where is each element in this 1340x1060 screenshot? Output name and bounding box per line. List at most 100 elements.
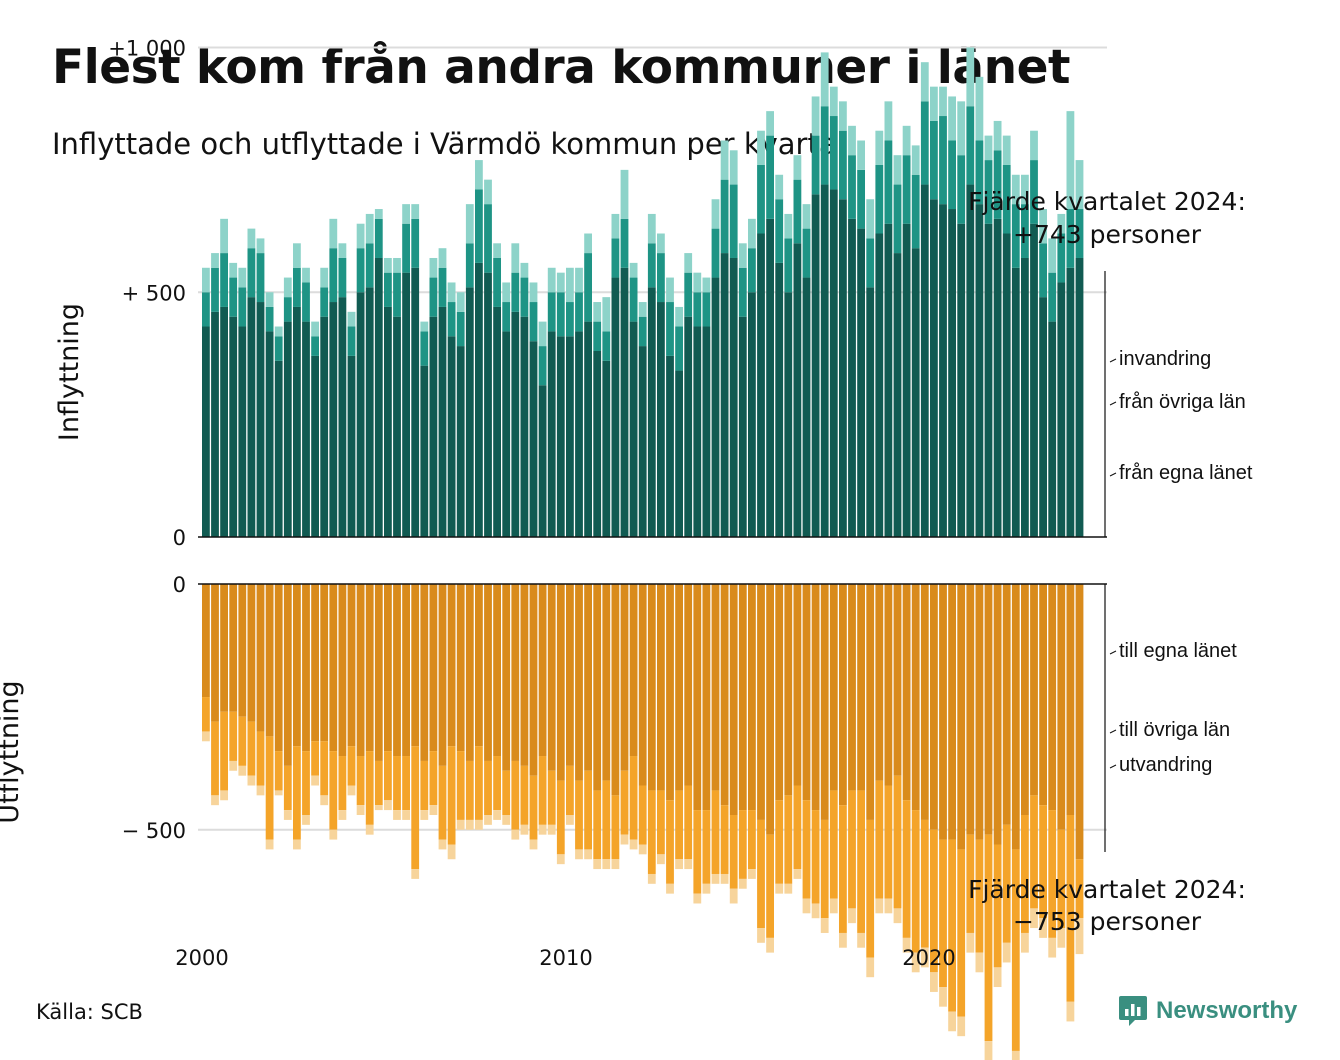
bar-segment — [1066, 209, 1075, 268]
bar-segment — [575, 780, 583, 850]
bar-segment — [902, 155, 911, 224]
bar-segment — [857, 228, 865, 538]
bar-segment — [857, 932, 865, 948]
bar-segment — [202, 326, 210, 537]
bar-segment — [802, 584, 811, 801]
bar-segment — [1048, 321, 1057, 537]
bar-segment — [820, 819, 829, 919]
bar-segment — [820, 184, 829, 537]
bar-segment — [547, 267, 556, 293]
bar-segment — [839, 932, 847, 948]
bar-segment — [657, 790, 665, 855]
label-tick — [1109, 764, 1117, 769]
bar-segment — [666, 355, 674, 537]
bar-segment — [229, 584, 238, 712]
bar-segment — [520, 316, 529, 537]
bar-segment — [456, 751, 465, 820]
bar-segment — [429, 805, 438, 816]
bar-segment — [939, 584, 947, 840]
bar-segment — [338, 756, 347, 811]
bar-segment — [302, 584, 310, 752]
bar-segment — [402, 223, 410, 273]
bar-segment — [684, 272, 693, 317]
bar-segment — [720, 805, 729, 874]
bar-segment — [1057, 928, 1066, 948]
bar-segment — [957, 849, 966, 1017]
bar-segment — [1002, 942, 1011, 963]
bar-segment — [566, 336, 574, 537]
bar-segment — [302, 321, 310, 537]
bar-segment — [420, 810, 429, 820]
bar-segment — [238, 326, 247, 537]
bar-segment — [939, 116, 947, 205]
bar-segment — [593, 584, 602, 791]
bar-segment — [729, 184, 738, 258]
bar-segment — [329, 302, 338, 537]
bar-segment — [720, 584, 729, 806]
bar-segment — [766, 937, 774, 953]
bar-segment — [620, 169, 629, 219]
bar-segment — [265, 584, 274, 737]
bar-segment — [638, 346, 647, 537]
bar-segment — [911, 952, 920, 973]
bar-segment — [647, 873, 656, 884]
x-tick-label: 2020 — [902, 946, 955, 970]
newsworthy-logo: Newsworthy — [1118, 994, 1297, 1028]
bar-segment — [857, 140, 865, 170]
label-tick — [1109, 358, 1117, 363]
bar-segment — [393, 584, 401, 757]
bar-segment — [657, 233, 665, 254]
bar-segment — [484, 272, 492, 537]
bar-segment — [1048, 272, 1057, 322]
bar-segment — [393, 257, 401, 273]
bar-segment — [948, 584, 956, 840]
bar-segment — [930, 120, 938, 200]
bar-segment — [720, 253, 729, 537]
bar-segment — [1075, 584, 1084, 860]
bar-segment — [293, 243, 301, 268]
bar-segment — [493, 243, 501, 258]
bar-segment — [411, 204, 420, 219]
bar-segment — [711, 584, 720, 791]
bar-segment — [666, 584, 674, 801]
bar-segment — [939, 204, 947, 537]
bar-segment — [438, 584, 447, 766]
bar-segment — [202, 267, 210, 293]
bar-segment — [1057, 213, 1066, 234]
bar-segment — [283, 321, 292, 537]
bar-segment — [966, 932, 975, 953]
bar-segment — [547, 331, 556, 537]
bar-segment — [429, 316, 438, 537]
bar-segment — [1002, 135, 1011, 165]
bar-segment — [293, 306, 301, 537]
bar-segment — [884, 101, 893, 141]
bar-segment — [302, 282, 310, 322]
bar-segment — [757, 164, 765, 234]
bar-segment — [930, 829, 938, 973]
bar-segment — [875, 164, 884, 234]
series-label: från egna länet — [1119, 462, 1253, 484]
bar-segment — [720, 179, 729, 254]
bar-segment — [584, 233, 592, 254]
bar-segment — [1075, 257, 1084, 537]
bar-segment — [857, 169, 865, 229]
bar-segment — [429, 584, 438, 752]
bar-segment — [302, 815, 310, 825]
bar-segment — [202, 584, 210, 698]
bar-segment — [802, 277, 811, 537]
bar-segment — [820, 106, 829, 185]
bar-segment — [611, 859, 620, 870]
bar-segment — [738, 243, 747, 268]
bar-segment — [984, 135, 993, 161]
callout-value: −753 personer — [1013, 907, 1202, 936]
bar-segment — [702, 584, 711, 811]
bar-segment — [1039, 209, 1047, 244]
bar-segment — [875, 780, 884, 899]
series-label: till övriga län — [1119, 719, 1230, 741]
bar-segment — [329, 829, 338, 840]
bar-segment — [657, 854, 665, 865]
bar-segment — [202, 697, 210, 732]
bar-segment — [420, 321, 429, 332]
bar-segment — [684, 584, 693, 786]
bar-segment — [866, 238, 875, 288]
